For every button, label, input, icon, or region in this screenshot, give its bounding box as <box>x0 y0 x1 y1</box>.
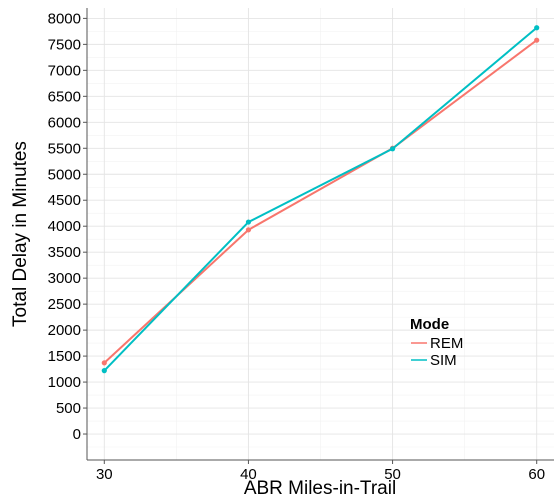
y-tick-label: 1500 <box>48 348 81 365</box>
x-tick-label: 50 <box>384 466 401 483</box>
series-sim <box>101 25 540 374</box>
y-tick-label: 6500 <box>48 88 81 105</box>
x-axis-title: ABR Miles-in-Trail <box>244 478 396 499</box>
x-tick-label: 30 <box>96 466 113 483</box>
data-point-sim <box>534 25 540 31</box>
y-tick-label: 4000 <box>48 218 81 235</box>
y-tick-label: 6000 <box>48 114 81 131</box>
grid-lines <box>87 8 554 460</box>
legend-item-rem: REM <box>411 335 463 352</box>
y-tick-label: 0 <box>73 426 81 443</box>
legend-item-sim: SIM <box>411 352 457 369</box>
x-tick-label: 40 <box>240 466 257 483</box>
data-point-rem <box>245 227 252 233</box>
y-tick-label: 500 <box>56 400 81 417</box>
y-tick-label: 5000 <box>48 166 81 183</box>
y-tick-label: 5500 <box>48 140 81 157</box>
x-axis-ticks: 30 40 50 60 <box>87 459 554 483</box>
legend-title: Mode <box>410 316 449 333</box>
legend-label-sim: SIM <box>430 352 457 369</box>
data-point-sim <box>389 146 396 152</box>
y-axis-ticks: 0 500 1000 1500 2000 2500 3000 3500 4000 4500 5000… <box>48 8 88 460</box>
data-point-rem <box>534 37 540 43</box>
y-tick-label: 4500 <box>48 192 81 209</box>
y-tick-label: 2000 <box>48 322 81 339</box>
y-tick-label: 3000 <box>48 270 81 287</box>
x-tick-label: 60 <box>528 466 545 483</box>
y-axis-title: Total Delay in Minutes <box>10 141 31 327</box>
y-tick-label: 2500 <box>48 296 81 313</box>
data-point-sim <box>245 219 252 225</box>
y-tick-label: 8000 <box>48 10 81 27</box>
legend: Mode REM SIM <box>410 316 463 369</box>
series-lines <box>101 25 540 374</box>
series-line-sim <box>103 26 538 372</box>
y-tick-label: 3500 <box>48 244 81 261</box>
y-tick-label: 7500 <box>48 36 81 53</box>
y-tick-label: 1000 <box>48 374 81 391</box>
data-point-sim <box>101 368 107 374</box>
legend-label-rem: REM <box>430 335 463 352</box>
data-point-rem <box>101 360 107 366</box>
y-tick-label: 7000 <box>48 62 81 79</box>
